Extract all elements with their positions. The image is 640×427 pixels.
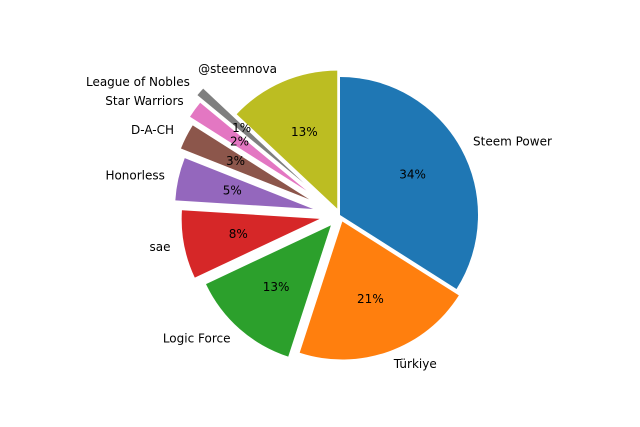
value-label: 21% [357, 292, 384, 306]
pie-slice [175, 158, 314, 209]
pie-slice [340, 77, 478, 289]
pie-slice [189, 102, 307, 191]
value-label: 2% [230, 134, 249, 148]
slice-label: Star Warriors [105, 94, 183, 108]
pie-slice [181, 210, 320, 278]
pie-slice [197, 88, 304, 184]
value-label: 13% [263, 280, 290, 294]
slice-label: D-A-CH [131, 123, 174, 137]
pie-slice [236, 70, 338, 209]
value-label: 8% [229, 227, 248, 241]
value-label: 13% [291, 125, 318, 139]
slice-label: Türkiye [393, 357, 437, 371]
pie-slice [299, 221, 459, 360]
pie-slice [180, 125, 310, 200]
slice-label: Logic Force [163, 332, 231, 346]
value-label: 1% [232, 121, 251, 135]
slice-label: League of Nobles [86, 75, 190, 89]
slice-label: sae [150, 240, 171, 254]
value-label: 3% [226, 154, 245, 168]
value-label: 34% [399, 168, 426, 182]
slice-label: Honorless [105, 168, 164, 182]
slice-label: @steemnova [198, 62, 277, 76]
pie-slice [206, 225, 331, 357]
value-label: 5% [223, 183, 242, 197]
slice-label: Steem Power [473, 134, 552, 148]
